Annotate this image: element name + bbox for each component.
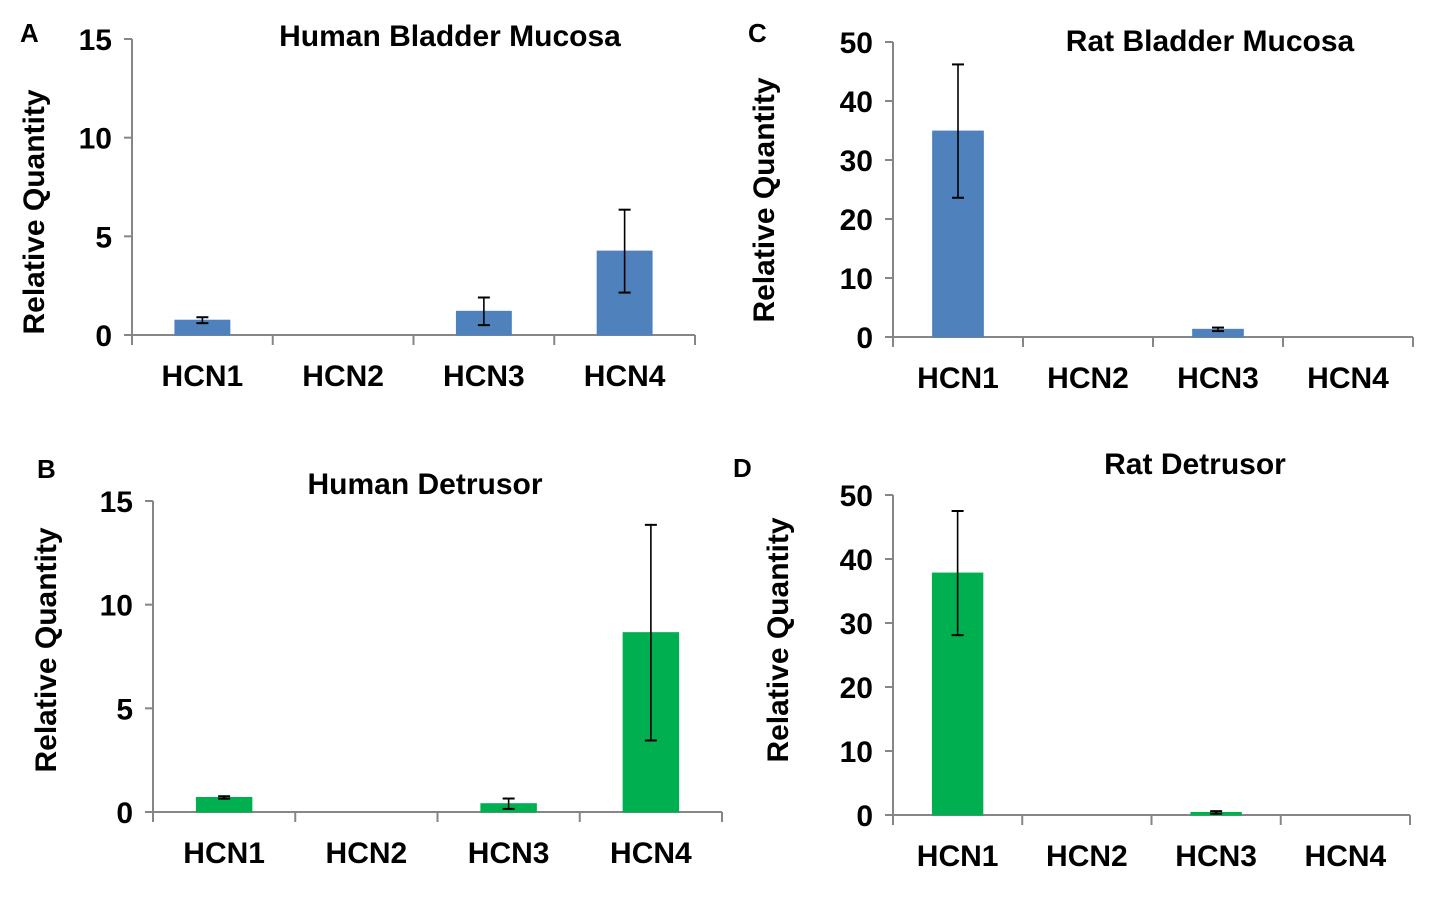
panel-b: B Human Detrusor Relative Quantity 0 5 10 15 HC… xyxy=(30,454,723,870)
panel-letter: C xyxy=(748,18,767,48)
x-tick-label: HCN2 xyxy=(1046,840,1128,873)
panel-letter: B xyxy=(37,454,56,484)
y-tick-label: 15 xyxy=(79,24,112,57)
y-tick-label: 50 xyxy=(840,480,873,513)
x-tick-label: HCN3 xyxy=(443,360,525,393)
x-tick-label: HCN4 xyxy=(1307,362,1389,395)
panel-letter: A xyxy=(20,18,39,48)
x-tick-label: HCN2 xyxy=(1047,362,1129,395)
y-tick-label: 5 xyxy=(95,221,112,254)
y-axis-label: Relative Quantity xyxy=(748,77,781,322)
y-tick-label: 10 xyxy=(840,263,873,296)
y-tick-label: 20 xyxy=(840,204,873,237)
panel-d: D Rat Detrusor Relative Quantity 0 10 20 30 40 5… xyxy=(733,448,1411,873)
x-tick-label: HCN3 xyxy=(1175,840,1257,873)
panel-letter: D xyxy=(733,453,752,483)
y-axis-label: Relative Quantity xyxy=(18,89,51,334)
x-tick-label: HCN4 xyxy=(1305,840,1387,873)
y-tick-label: 10 xyxy=(79,123,112,156)
y-tick-label: 50 xyxy=(840,27,873,60)
panel-c: C Rat Bladder Mucosa Relative Quantity 0 10 2… xyxy=(748,18,1414,395)
y-tick-label: 40 xyxy=(840,544,873,577)
chart-title: Human Bladder Mucosa xyxy=(279,20,621,53)
y-tick-label: 30 xyxy=(840,608,873,641)
y-tick-label: 20 xyxy=(840,672,873,705)
y-axis-label: Relative Quantity xyxy=(30,527,63,772)
y-tick-label: 5 xyxy=(116,693,133,726)
chart-title: Rat Detrusor xyxy=(1104,448,1286,481)
y-tick-label: 10 xyxy=(840,736,873,769)
chart-title: Human Detrusor xyxy=(307,468,542,501)
x-tick-label: HCN2 xyxy=(326,837,408,870)
x-tick-label: HCN1 xyxy=(917,362,999,395)
x-tick-label: HCN3 xyxy=(1177,362,1259,395)
x-tick-label: HCN1 xyxy=(162,360,244,393)
y-tick-label: 0 xyxy=(116,797,133,830)
y-tick-label: 40 xyxy=(840,86,873,119)
y-tick-label: 0 xyxy=(856,800,873,833)
panel-a: A Human Bladder Mucosa Relative Quantity 0 5… xyxy=(18,18,696,393)
y-tick-label: 0 xyxy=(856,322,873,355)
y-tick-label: 10 xyxy=(100,590,133,623)
x-tick-label: HCN4 xyxy=(610,837,692,870)
y-tick-label: 0 xyxy=(95,320,112,353)
x-tick-label: HCN2 xyxy=(302,360,384,393)
y-tick-label: 15 xyxy=(100,486,133,519)
x-tick-label: HCN1 xyxy=(917,840,999,873)
x-tick-label: HCN1 xyxy=(183,837,265,870)
x-tick-label: HCN3 xyxy=(468,837,550,870)
x-tick-label: HCN4 xyxy=(584,360,666,393)
y-axis-label: Relative Quantity xyxy=(762,517,795,762)
y-tick-label: 30 xyxy=(840,145,873,178)
chart-title: Rat Bladder Mucosa xyxy=(1066,25,1355,58)
